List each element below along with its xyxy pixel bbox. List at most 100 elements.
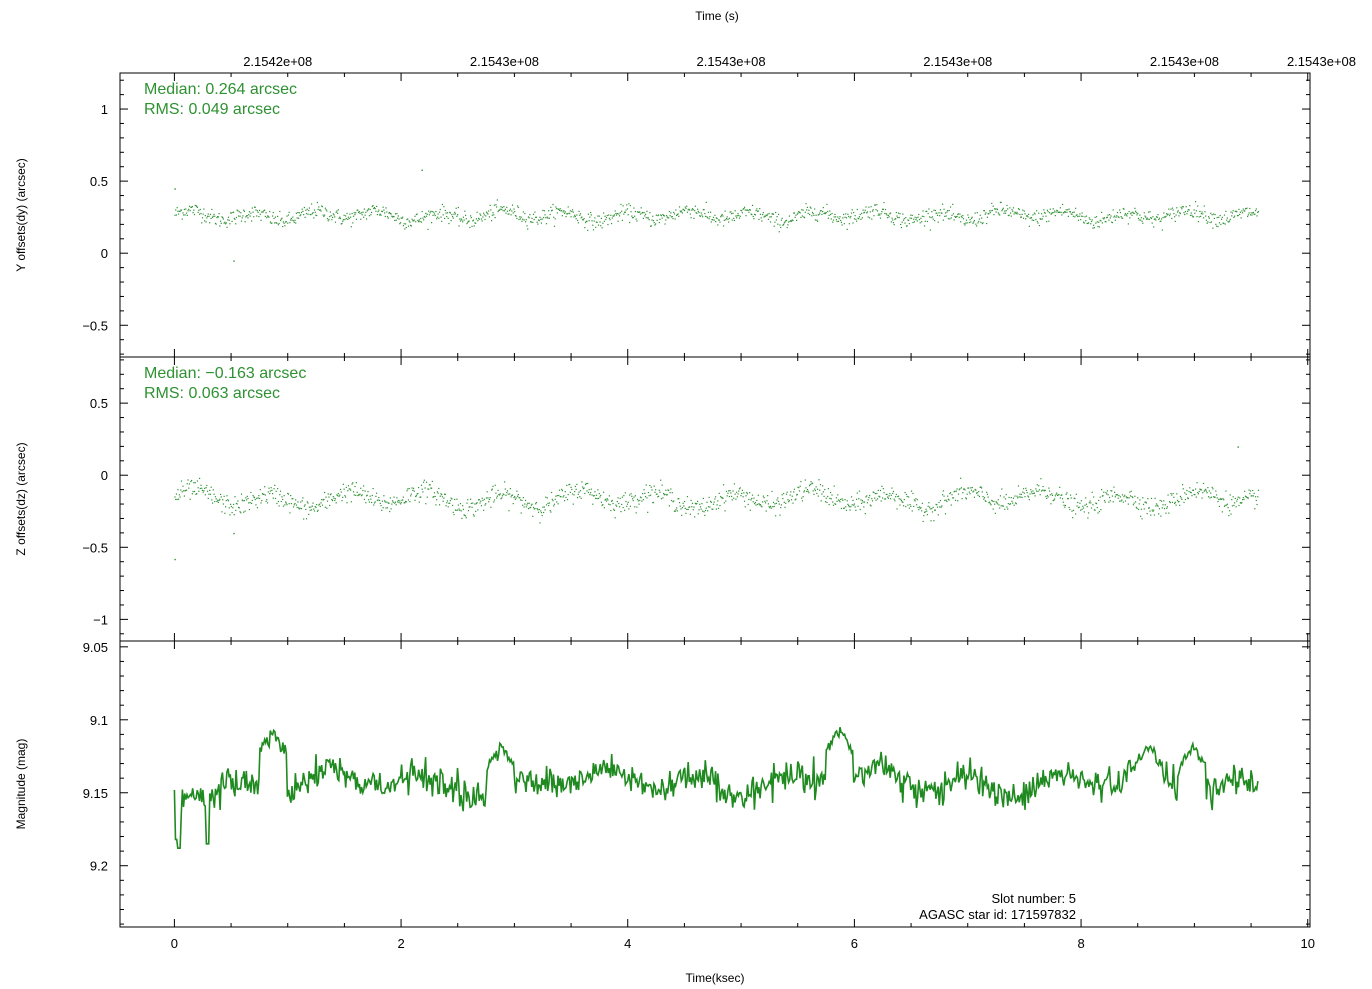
data-point xyxy=(1017,213,1019,215)
data-point xyxy=(470,498,472,500)
data-point xyxy=(1154,497,1156,499)
data-point xyxy=(1054,498,1056,500)
data-point xyxy=(1043,490,1046,492)
data-point xyxy=(785,493,788,495)
data-point xyxy=(969,493,971,495)
data-point xyxy=(416,213,418,215)
data-point xyxy=(311,213,313,215)
data-point xyxy=(588,489,590,491)
data-point xyxy=(366,210,368,212)
data-point xyxy=(306,208,308,210)
data-point xyxy=(910,214,912,216)
data-point xyxy=(1183,212,1185,214)
data-point xyxy=(230,505,232,508)
data-point xyxy=(647,217,650,219)
data-point xyxy=(658,489,660,491)
data-point xyxy=(592,229,595,231)
data-point xyxy=(1161,507,1163,509)
data-point xyxy=(968,487,970,489)
data-point xyxy=(258,495,260,497)
data-point xyxy=(180,209,182,211)
data-point xyxy=(827,217,830,219)
data-point xyxy=(810,207,812,209)
data-point xyxy=(790,220,793,222)
data-point xyxy=(705,201,707,203)
data-point xyxy=(578,491,580,493)
data-point xyxy=(1128,497,1130,499)
data-point xyxy=(905,493,908,496)
data-point xyxy=(422,491,424,493)
data-point xyxy=(1171,501,1174,503)
data-point xyxy=(387,217,389,219)
data-point xyxy=(389,213,391,215)
data-point xyxy=(932,218,934,220)
data-point xyxy=(641,500,643,502)
data-point xyxy=(1134,501,1137,503)
data-point xyxy=(338,495,340,497)
y-tick-label: 9.05 xyxy=(83,640,108,655)
data-point xyxy=(474,503,476,505)
data-point xyxy=(209,222,211,224)
data-point xyxy=(1190,212,1192,214)
data-point xyxy=(579,214,581,216)
data-point xyxy=(1002,505,1004,507)
data-point xyxy=(407,218,409,220)
data-point xyxy=(884,498,886,500)
data-point xyxy=(991,202,993,205)
data-point xyxy=(1158,508,1161,510)
data-point xyxy=(762,495,764,497)
data-point xyxy=(767,495,769,497)
data-point xyxy=(853,211,855,214)
data-point xyxy=(433,496,435,498)
data-point xyxy=(349,213,351,215)
data-point xyxy=(640,497,642,499)
data-point xyxy=(1252,489,1254,492)
data-point xyxy=(1080,509,1082,511)
data-point xyxy=(311,505,313,507)
data-point xyxy=(1126,497,1128,499)
data-point xyxy=(245,499,248,501)
data-point xyxy=(329,494,332,496)
data-point xyxy=(1061,498,1064,500)
data-point xyxy=(649,225,652,227)
data-point xyxy=(869,504,871,506)
data-point xyxy=(1241,499,1244,501)
data-point xyxy=(196,206,199,209)
data-point xyxy=(1108,214,1111,216)
data-point xyxy=(1094,509,1096,511)
data-point xyxy=(697,513,699,515)
data-point xyxy=(347,218,349,221)
data-point xyxy=(492,485,494,487)
data-point xyxy=(498,494,501,496)
data-point xyxy=(512,212,514,214)
data-point xyxy=(1213,496,1215,498)
data-point xyxy=(902,505,905,507)
data-point xyxy=(826,203,828,206)
data-point xyxy=(1098,499,1100,502)
data-point xyxy=(365,502,367,504)
data-point xyxy=(1231,212,1234,214)
data-point xyxy=(655,489,657,491)
data-point xyxy=(857,217,859,219)
data-point xyxy=(872,491,874,493)
data-point xyxy=(677,498,679,500)
data-point xyxy=(969,219,971,221)
data-point xyxy=(1229,494,1231,496)
data-point xyxy=(575,488,577,490)
data-point xyxy=(274,497,277,500)
data-point xyxy=(1232,496,1234,498)
data-point xyxy=(277,500,279,503)
data-point xyxy=(710,221,712,223)
data-point xyxy=(751,204,754,207)
data-point xyxy=(792,219,794,222)
data-point xyxy=(1153,514,1155,516)
data-point xyxy=(754,214,757,216)
data-point xyxy=(1236,215,1239,217)
data-point xyxy=(1183,501,1185,504)
data-point xyxy=(958,216,960,218)
data-point xyxy=(1041,218,1043,220)
data-point xyxy=(962,214,964,217)
data-point xyxy=(313,209,316,211)
data-point xyxy=(1059,207,1062,209)
data-point xyxy=(1103,218,1105,220)
